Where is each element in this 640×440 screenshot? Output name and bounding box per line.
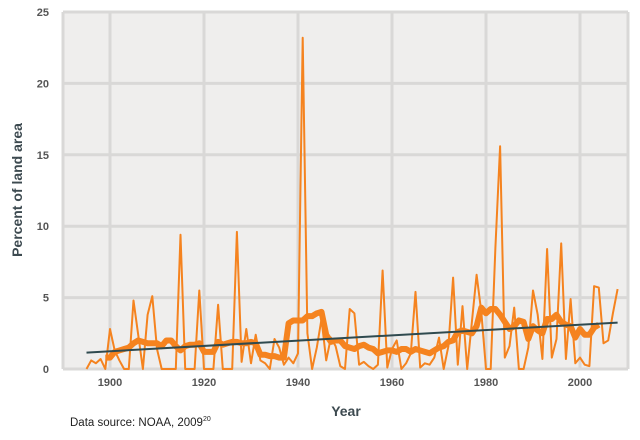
x-tick-label: 1920 [192,377,216,389]
data-source-text: Data source: NOAA, 2009 [70,416,203,429]
series-group [85,36,619,370]
y-tick-label: 5 [43,293,49,305]
y-tick-label: 25 [37,7,49,19]
y-tick-label: 20 [37,78,49,90]
y-tick-label: 15 [37,150,49,162]
x-tick-label: 1960 [380,377,404,389]
x-tick-label: 1940 [286,377,310,389]
smoothed-average-line [105,304,601,361]
trend-line [86,321,618,354]
y-axis-title: Percent of land area [9,123,25,257]
tick-labels: 0 5 10 15 20 25 1900 1920 1940 1960 1980 2000 [37,7,592,389]
x-tick-label: 1980 [474,377,498,389]
data-source-note: Data source: NOAA, 200920 [70,416,211,429]
plot-area [63,12,628,369]
x-tick-label: 2000 [568,377,592,389]
x-tick-label: 1900 [98,377,122,389]
y-tick-label: 0 [43,364,49,376]
y-tick-label: 10 [37,221,49,233]
x-axis-title: Year [331,403,361,419]
footnote-ref: 20 [202,416,211,423]
